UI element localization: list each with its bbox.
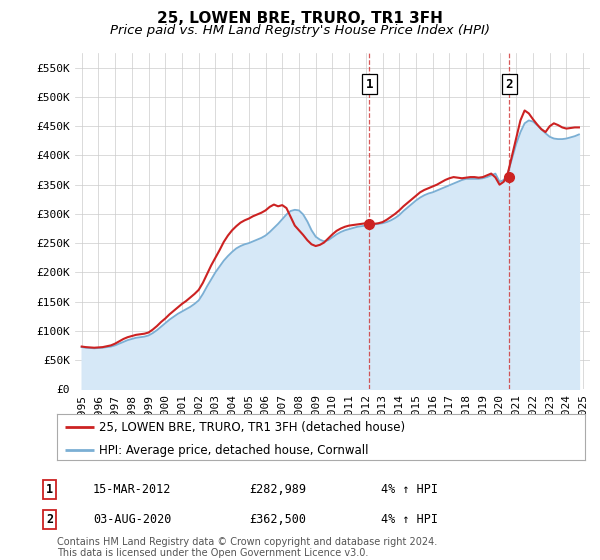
Text: 1: 1 [46, 483, 53, 496]
Text: 15-MAR-2012: 15-MAR-2012 [93, 483, 172, 496]
Text: £362,500: £362,500 [249, 512, 306, 526]
Text: 2: 2 [46, 512, 53, 526]
Text: Contains HM Land Registry data © Crown copyright and database right 2024.
This d: Contains HM Land Registry data © Crown c… [57, 536, 437, 558]
Text: 2: 2 [505, 78, 513, 91]
Text: 1: 1 [365, 78, 373, 91]
Text: 03-AUG-2020: 03-AUG-2020 [93, 512, 172, 526]
Text: Price paid vs. HM Land Registry's House Price Index (HPI): Price paid vs. HM Land Registry's House … [110, 24, 490, 36]
Text: 4% ↑ HPI: 4% ↑ HPI [381, 483, 438, 496]
Text: 4% ↑ HPI: 4% ↑ HPI [381, 512, 438, 526]
Text: HPI: Average price, detached house, Cornwall: HPI: Average price, detached house, Corn… [99, 444, 369, 457]
Text: 25, LOWEN BRE, TRURO, TR1 3FH: 25, LOWEN BRE, TRURO, TR1 3FH [157, 11, 443, 26]
Text: £282,989: £282,989 [249, 483, 306, 496]
Text: 25, LOWEN BRE, TRURO, TR1 3FH (detached house): 25, LOWEN BRE, TRURO, TR1 3FH (detached … [99, 421, 406, 434]
